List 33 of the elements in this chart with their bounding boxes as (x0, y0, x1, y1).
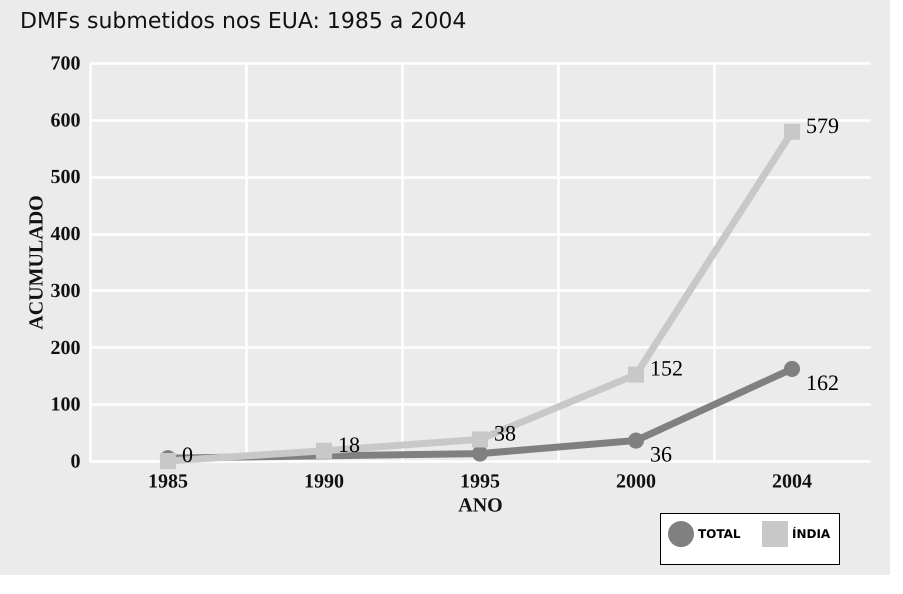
y-tick-label: 200 (50, 336, 80, 359)
y-tick-label: 0 (70, 450, 80, 472)
chart-title: DMFs submetidos nos EUA: 1985 a 2004 (20, 9, 466, 34)
y-tick-label: 100 (50, 394, 80, 416)
x-tick-label: 1990 (304, 470, 344, 492)
y-tick-label: 300 (50, 280, 80, 302)
data-label: 18 (338, 432, 360, 457)
point (628, 432, 644, 449)
x-tick-label: 2004 (772, 470, 812, 492)
y-tick-label: 400 (50, 223, 80, 246)
data-label: 38 (494, 420, 516, 446)
y-tick-label: 500 (50, 166, 80, 188)
point (784, 360, 800, 377)
point (784, 124, 800, 140)
data-label: 152 (650, 356, 683, 381)
point (472, 431, 488, 448)
data-label: 0 (182, 442, 193, 467)
point (160, 452, 176, 470)
point (628, 366, 644, 383)
x-axis-title: ANO (458, 494, 503, 516)
data-label: 36 (650, 442, 672, 467)
data-label: 162 (806, 370, 839, 395)
x-tick-label: 2000 (616, 470, 656, 492)
y-axis-title: ACUMULADO (26, 195, 48, 330)
point (316, 442, 332, 459)
point (472, 446, 488, 462)
legend-label: TOTAL (698, 527, 741, 541)
data-label: 579 (806, 112, 839, 138)
x-tick-label: 1985 (148, 470, 188, 492)
y-tick-label: 600 (50, 109, 80, 132)
x-tick-label: 1995 (460, 470, 500, 492)
y-tick-label: 700 (50, 52, 80, 74)
legend-label: ÍNDIA (792, 526, 831, 541)
